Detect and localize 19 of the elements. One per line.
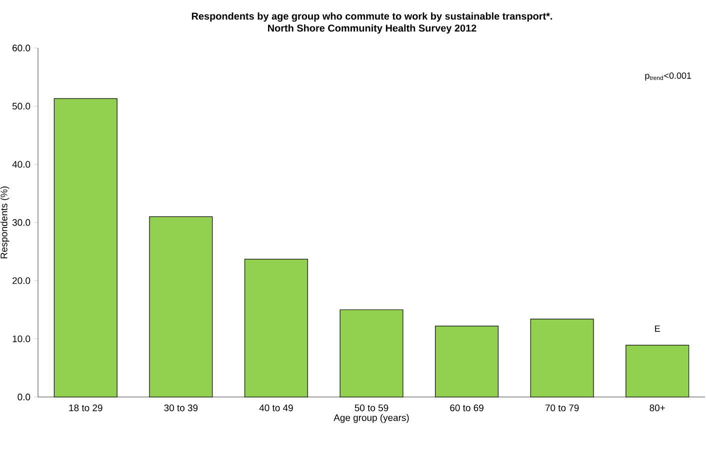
y-tick-label: 60.0: [12, 44, 30, 52]
x-tick-label: 70 to 79: [545, 404, 579, 412]
y-tick-label: 40.0: [12, 160, 30, 168]
y-axis-title: Respondents (%): [0, 186, 10, 258]
x-tick-label: 18 to 29: [69, 404, 102, 412]
x-tick-label: 80+: [650, 404, 665, 412]
chart-title: Respondents by age group who commute to work by sustainable transport*. North Shore Community Health Survey 2012: [192, 12, 552, 34]
x-axis-title: Age group (years): [334, 414, 409, 423]
annotation: p$_{trend}$<0.001: [645, 72, 692, 81]
y-tick-label: 0.0: [18, 394, 30, 400]
x-tick-label: 60 to 69: [450, 404, 484, 412]
y-tick-label: 10.0: [12, 335, 30, 342]
x-tick-label: 50 to 59: [354, 404, 388, 412]
x-tick-label: 30 to 39: [164, 404, 198, 412]
x-tick-label: 40 to 49: [259, 404, 293, 412]
y-tick-label: 20.0: [12, 277, 30, 284]
y-tick-label: 30.0: [12, 219, 30, 226]
annotation: E: [655, 326, 660, 332]
y-tick-label: 50.0: [12, 102, 30, 110]
